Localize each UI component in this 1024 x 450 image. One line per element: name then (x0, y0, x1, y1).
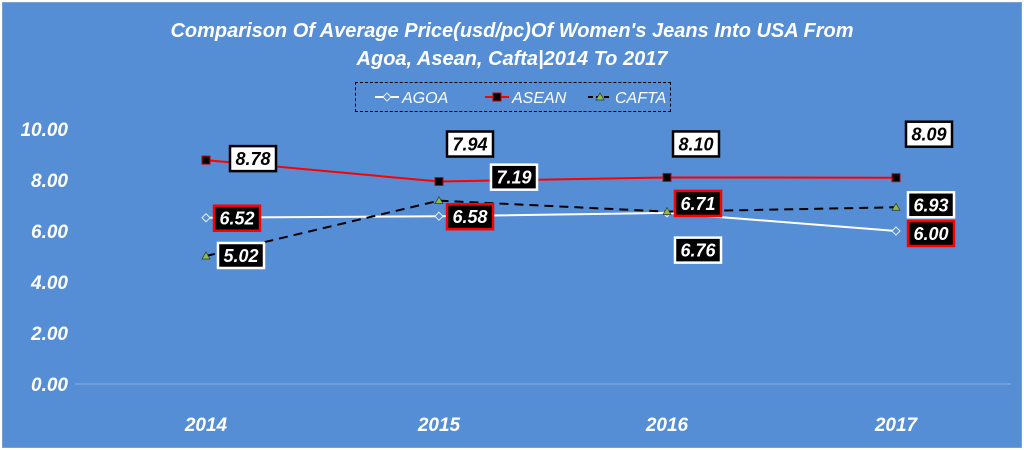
data-label-text: 8.09 (911, 125, 946, 145)
data-label-box (906, 219, 956, 248)
data-label-text: 5.02 (223, 246, 258, 266)
data-label-text: 6.93 (913, 195, 948, 215)
series-cafta (201, 195, 901, 260)
y-tick-label: 4.00 (30, 273, 68, 294)
line-chart: 0.00 2.00 4.00 6.00 8.00 10.00 2014 2015 2016 201… (20, 90, 1011, 436)
data-label-box (212, 204, 262, 232)
data-label-text: 6.71 (680, 194, 715, 214)
data-label-text: 7.19 (496, 168, 531, 188)
y-tick-label: 0.00 (31, 375, 68, 396)
data-point-marker (434, 211, 444, 221)
x-tick-label: 2017 (874, 415, 919, 436)
y-tick-label: 10.00 (20, 120, 68, 141)
series-line (205, 211, 897, 232)
data-label-text: 8.10 (678, 134, 713, 154)
data-label-box (671, 130, 721, 158)
legend-label: AGOA (401, 90, 448, 107)
legend (355, 82, 671, 112)
data-label-text: 8.78 (235, 149, 270, 169)
y-tick-label: 6.00 (31, 222, 68, 243)
legend-label: CAFTA (615, 90, 666, 107)
x-tick-label: 2015 (417, 415, 461, 436)
data-point-marker (891, 226, 901, 236)
data-label-text: 6.00 (913, 224, 948, 244)
legend-item-cafta: CAFTA (588, 90, 666, 107)
series-line (205, 159, 897, 183)
data-label-box (216, 241, 266, 270)
chart-title-line2: Agoa, Asean, Cafta|2014 To 2017 (356, 48, 668, 70)
data-point-marker (662, 206, 672, 215)
data-label: 8.78 (228, 144, 278, 173)
x-tick-label: 2014 (184, 415, 228, 436)
y-tick-label: 8.00 (31, 171, 68, 192)
data-label-box (673, 236, 723, 264)
series-agoa (201, 208, 901, 236)
data-label-box (904, 120, 954, 148)
legend-marker-icon (595, 92, 605, 101)
chart-title: Comparison Of Average Price(usd/pc)Of Wo… (3, 17, 1021, 73)
data-label: 8.09 (904, 120, 954, 148)
data-label: 6.58 (445, 202, 495, 231)
data-label-box (673, 189, 723, 218)
data-label-text: 6.76 (680, 241, 716, 261)
data-label: 5.02 (216, 241, 266, 270)
data-label-box (906, 191, 956, 219)
series-line (205, 199, 897, 257)
data-label: 6.71 (673, 189, 723, 218)
data-label-box (445, 202, 495, 231)
data-label-box (489, 163, 539, 191)
data-label-text: 6.58 (452, 207, 487, 227)
data-label-text: 7.94 (452, 135, 487, 155)
data-point-marker (891, 202, 901, 211)
data-label: 6.76 (673, 236, 723, 264)
data-label: 6.93 (906, 191, 956, 219)
data-label: 7.94 (445, 130, 495, 158)
chart-title-line1: Comparison Of Average Price(usd/pc)Of Wo… (170, 20, 854, 42)
data-point-marker (434, 195, 444, 205)
series-asean (201, 155, 901, 187)
data-point-marker (891, 173, 901, 183)
data-label-text: 6.52 (219, 209, 254, 229)
data-point-marker (201, 155, 211, 165)
data-label: 7.19 (489, 163, 539, 191)
data-point-marker (201, 213, 211, 223)
data-point-marker (201, 251, 211, 260)
data-point-marker (434, 177, 444, 187)
data-label-box (228, 144, 278, 173)
data-label: 6.52 (212, 204, 262, 232)
data-point-marker (662, 172, 672, 182)
y-tick-label: 2.00 (30, 324, 68, 345)
x-tick-label: 2016 (645, 415, 689, 436)
legend-item-agoa: AGOA (375, 90, 448, 107)
legend-item-asean: ASEAN (485, 90, 567, 107)
legend-marker-icon (492, 92, 502, 102)
data-label: 6.00 (906, 219, 956, 248)
data-label: 8.10 (671, 130, 721, 158)
legend-label: ASEAN (511, 90, 567, 107)
legend-marker-icon (382, 92, 392, 102)
data-label-box (445, 130, 495, 158)
